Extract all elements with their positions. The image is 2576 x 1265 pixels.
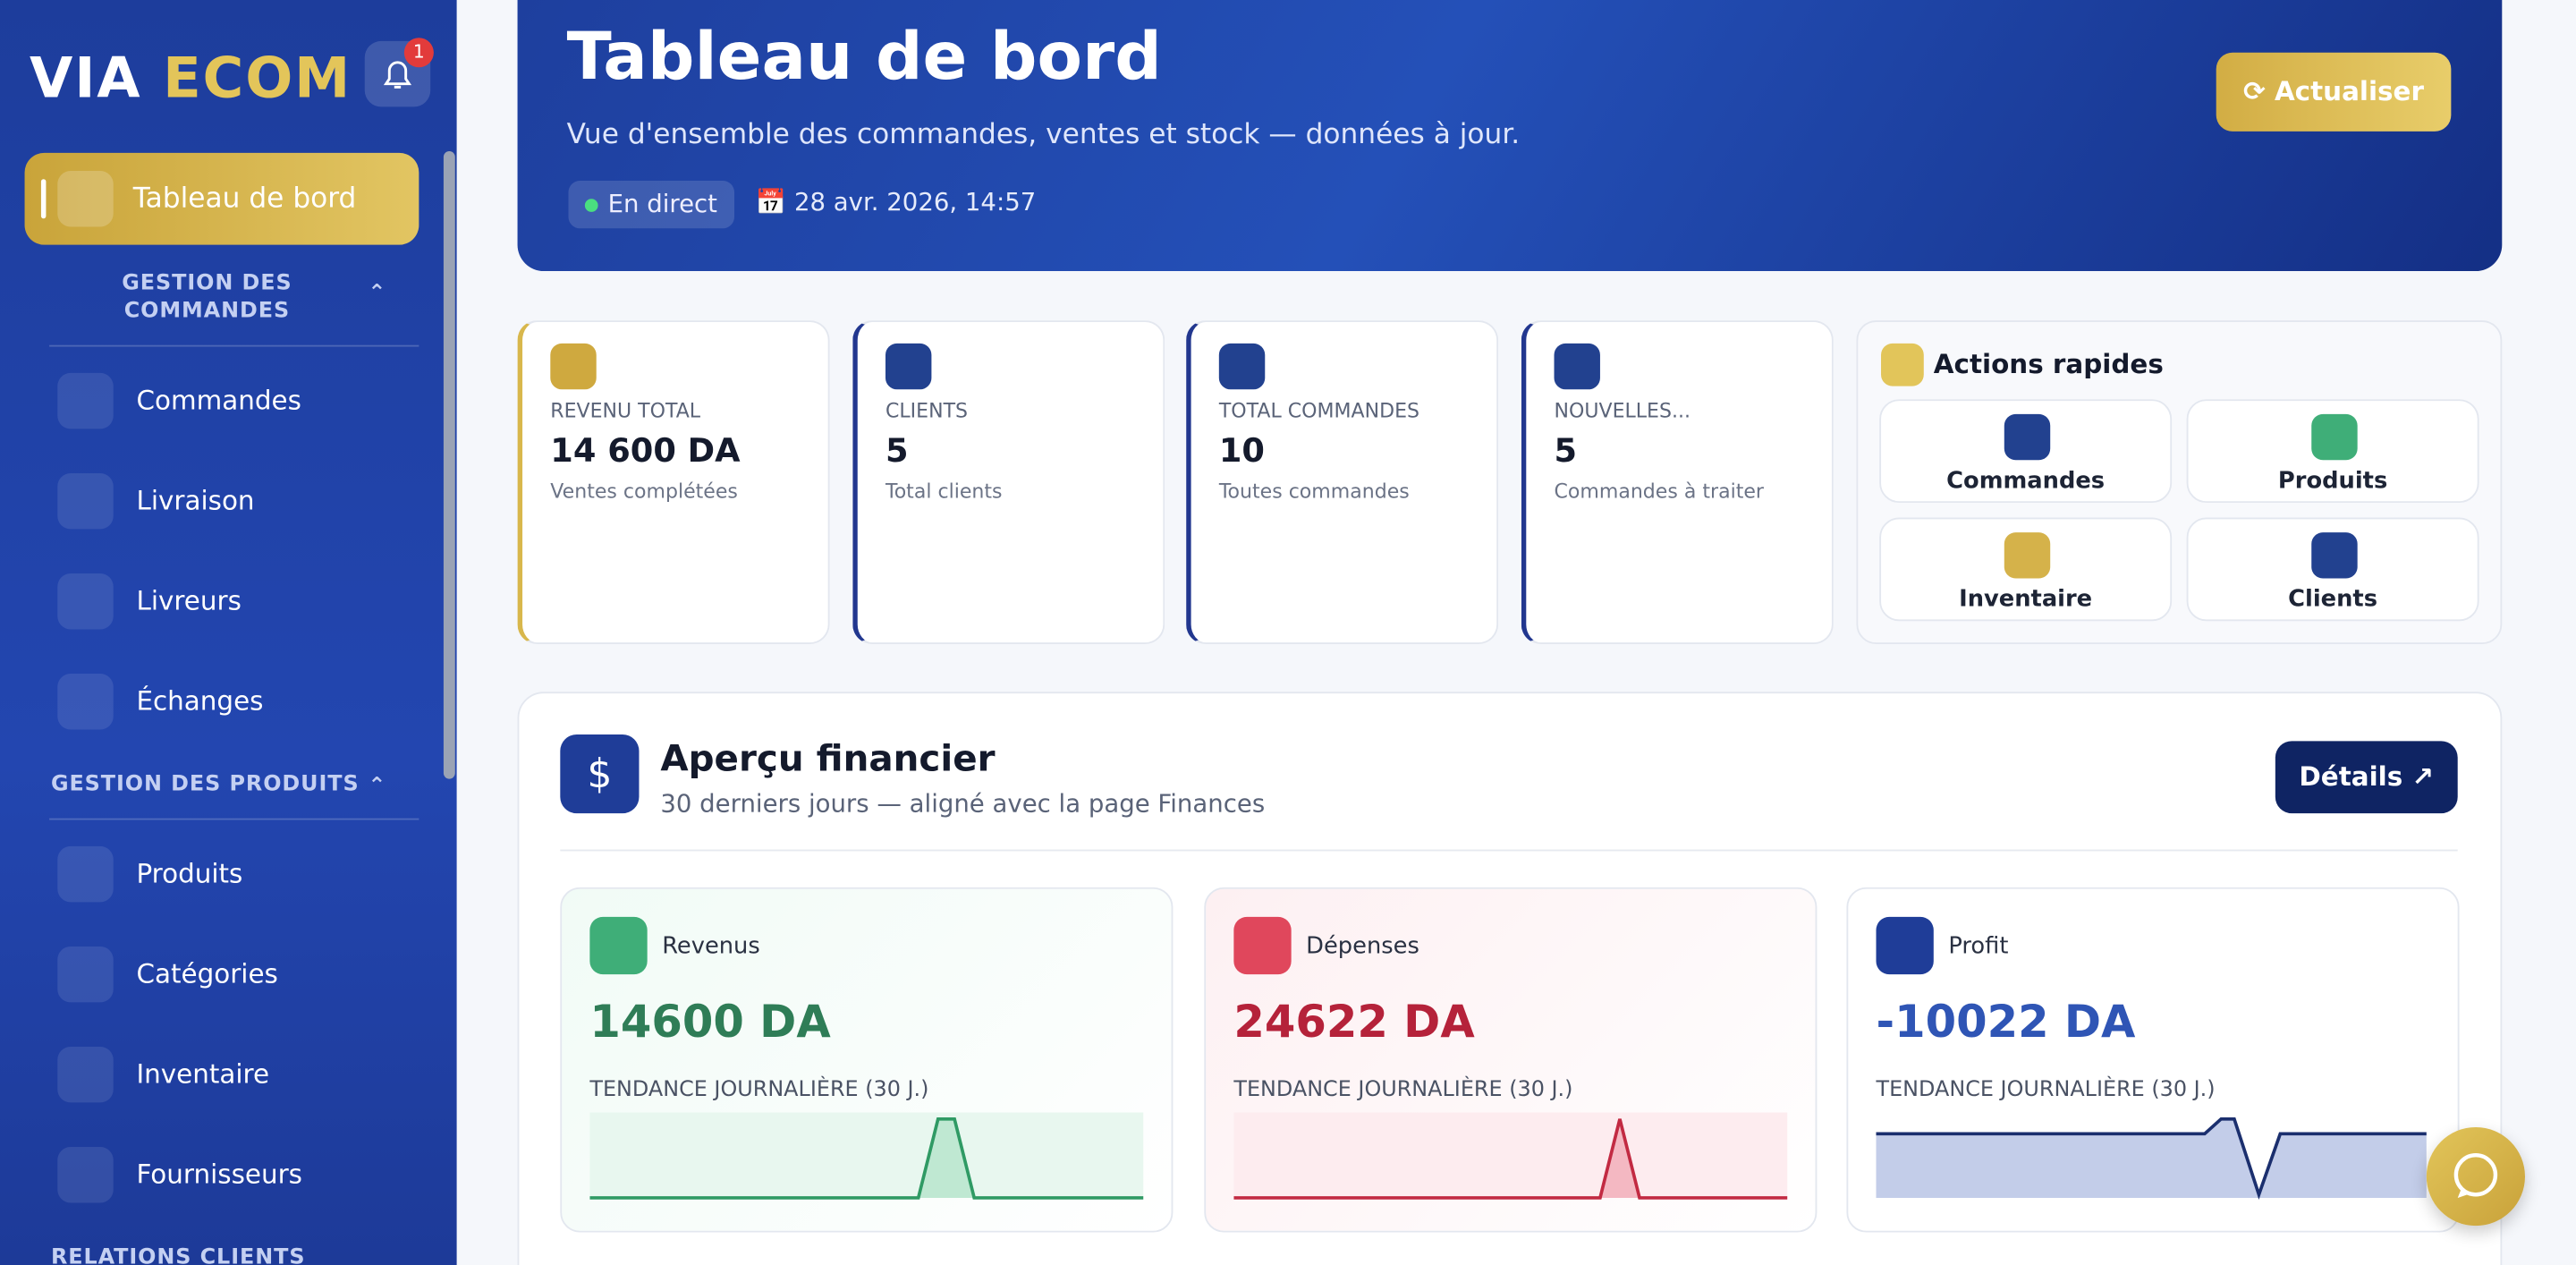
quick-action[interactable]: Clients [2186, 517, 2479, 622]
logo: VIA ECOM [30, 46, 352, 111]
nav-label: Livraison [136, 484, 255, 516]
chevron[interactable]: ⌃ [368, 281, 387, 306]
panel-title: Aperçu financier [660, 739, 996, 781]
nav-item[interactable]: Catégories [57, 946, 419, 1003]
tile-label: Commandes [1946, 468, 2106, 495]
stat-label: REVENU TOTAL [550, 399, 701, 423]
nav-item[interactable]: Livraison [57, 472, 419, 530]
nav-item-active[interactable]: Tableau de bord [24, 152, 419, 245]
section-title[interactable]: RELATIONS CLIENTS [50, 1245, 306, 1265]
trend-label: TENDANCE JOURNALIÈRE (30 J.) [1876, 1077, 2216, 1103]
quick-action[interactable]: Inventaire [1879, 517, 2173, 622]
card-value: -10022 DA [1876, 997, 2136, 1049]
nav-label: Produits [136, 857, 243, 889]
page-subtitle: Vue d'ensemble des commandes, ventes et … [566, 118, 1521, 151]
nav-label: Fournisseurs [136, 1158, 302, 1190]
stat-sub: Commandes à traiter [1554, 480, 1764, 504]
sparkline [1233, 1112, 1788, 1200]
nav-item[interactable]: Produits [57, 845, 419, 903]
sparkline [589, 1112, 1144, 1200]
stat-label: NOUVELLES... [1554, 399, 1690, 423]
panel-subtitle: 30 derniers jours — aligné avec la page … [660, 788, 1266, 819]
sidebar: VIA ECOM 1 Tableau de bord GESTION DES C… [0, 0, 457, 1265]
divider [560, 849, 2458, 852]
stat-label: TOTAL COMMANDES [1218, 399, 1419, 423]
nav-label: Catégories [136, 957, 278, 989]
details-button[interactable]: Détails ↗ [2275, 741, 2458, 814]
button-label: Actualiser [2274, 75, 2424, 107]
card-label: Dépenses [1306, 933, 1419, 960]
stat-value: 5 [1554, 430, 1578, 471]
scrollbar[interactable] [443, 150, 455, 779]
stat-sub: Ventes complétées [550, 480, 738, 504]
nav-label: Livreurs [136, 584, 242, 616]
divider [49, 818, 419, 820]
divider [49, 344, 419, 347]
card-title: Actions rapides [1933, 348, 2164, 380]
stat-card: REVENU TOTAL 14 600 DA Ventes complétées [517, 320, 830, 644]
trend-label: TENDANCE JOURNALIÈRE (30 J.) [1233, 1077, 1573, 1103]
nav-item[interactable]: Fournisseurs [57, 1147, 419, 1203]
page-title: Tableau de bord [566, 20, 1162, 96]
date-text: 28 avr. 2026, 14:57 [793, 187, 1037, 217]
nav-label: Commandes [136, 384, 301, 416]
nav-label: Échanges [136, 684, 264, 717]
stat-value: 14 600 DA [550, 430, 741, 471]
finance-card: Profit -10022 DA TENDANCE JOURNALIÈRE (30 … [1846, 887, 2460, 1233]
sparkline [1876, 1116, 2427, 1201]
nav-item[interactable]: Échanges [57, 674, 419, 730]
date: 📅 28 avr. 2026, 14:57 [755, 187, 1037, 217]
quick-action[interactable]: Produits [2186, 399, 2479, 504]
card-value: 14600 DA [589, 997, 831, 1049]
stat-card: TOTAL COMMANDES 10 Toutes commandes [1186, 320, 1499, 644]
nav-label: Tableau de bord [132, 182, 357, 216]
chat-button[interactable] [2426, 1126, 2526, 1227]
card-label: Profit [1948, 933, 2009, 960]
tile-label: Produits [2277, 468, 2388, 495]
stat-sub: Total clients [885, 480, 1003, 504]
section-title[interactable]: GESTION DES COMMANDES [122, 271, 292, 324]
nav-item[interactable]: Commandes [57, 372, 419, 429]
logo-text: ECOM [163, 46, 352, 112]
header-banner [517, 0, 2503, 272]
finance-icon: $ [560, 734, 640, 814]
badge: 1 [403, 38, 434, 68]
stat-card: NOUVELLES... 5 Commandes à traiter [1521, 320, 1834, 644]
refresh-button[interactable]: ⟳ Actualiser [2216, 52, 2452, 132]
logo-text: VIA [30, 46, 142, 112]
stat-value: 5 [885, 430, 909, 471]
stat-card: CLIENTS 5 Total clients [852, 320, 1165, 644]
status-chip: En direct [568, 181, 734, 229]
trend-label: TENDANCE JOURNALIÈRE (30 J.) [589, 1077, 929, 1103]
finance-card: Dépenses 24622 DA TENDANCE JOURNALIÈRE (30… [1204, 887, 1818, 1233]
button-label: Détails [2299, 760, 2403, 793]
card-label: Revenus [662, 933, 760, 960]
quick-action[interactable]: Commandes [1879, 399, 2173, 504]
card-value: 24622 DA [1233, 997, 1475, 1049]
tile-label: Inventaire [1959, 586, 2093, 614]
stat-sub: Toutes commandes [1218, 480, 1410, 504]
finance-card: Revenus 14600 DA TENDANCE JOURNALIÈRE (30 … [560, 887, 1174, 1233]
section-title[interactable]: GESTION DES PRODUITS [50, 772, 360, 797]
nav-item[interactable]: Inventaire [57, 1046, 419, 1103]
stat-label: CLIENTS [885, 399, 969, 423]
nav-label: Inventaire [136, 1057, 270, 1090]
quick-actions: Actions rapides Commandes Produits Inven… [1856, 320, 2503, 644]
nav-item[interactable]: Livreurs [57, 573, 419, 630]
tile-label: Clients [2288, 586, 2378, 614]
chevron[interactable]: ⌃ [368, 774, 387, 799]
stat-value: 10 [1218, 430, 1265, 471]
